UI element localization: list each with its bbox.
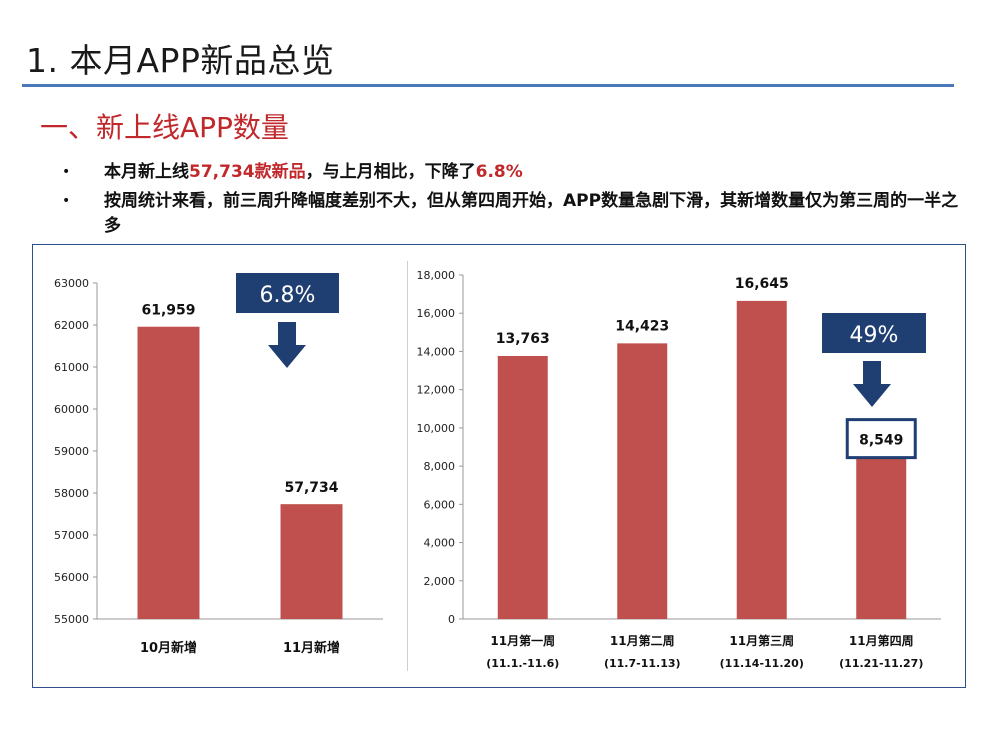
- y-tick-label: 61000: [54, 361, 89, 374]
- bar-weekly: [856, 455, 907, 619]
- bullet-marker: •: [62, 193, 71, 209]
- x-category-label: 11月第二周: [610, 633, 675, 648]
- charts-canvas: 55000 56000 57000 58000 59000 60000 61000 62000…: [54, 269, 941, 670]
- bullet-text: 按周统计来看，前三周升降幅度差别不大，但从第四周开始，APP数量急剧下滑，其新增…: [104, 191, 959, 236]
- data-label: 61,959: [141, 303, 195, 319]
- chart-frame: 55000 56000 57000 58000 59000 60000 61000 62000…: [32, 244, 966, 688]
- y-tick-label: 6,000: [424, 498, 456, 511]
- bullet-item-weekly: • 按周统计来看，前三周升降幅度差别不大，但从第四周开始，APP数量急剧下滑，其…: [62, 189, 962, 239]
- y-tick-label: 18,000: [417, 269, 456, 282]
- x-subcategory-label: (11.14-11.20): [720, 657, 804, 670]
- highlight-label-box: [845, 418, 917, 460]
- y-tick-label: 12,000: [417, 384, 456, 397]
- bar-weekly: [736, 300, 787, 619]
- data-label: 16,645: [735, 276, 789, 292]
- highlight-decline: 6.8%: [475, 162, 523, 182]
- x-category-label: 11月第四周: [849, 633, 914, 648]
- x-category-label: 11月第三周: [729, 633, 794, 648]
- data-label: 14,423: [615, 318, 669, 334]
- x-subcategory-label: (11.7-11.13): [604, 657, 681, 670]
- y-tick-label: 59000: [54, 445, 89, 458]
- bar-monthly: [137, 326, 200, 619]
- x-category-label: 11月第一周: [490, 633, 555, 648]
- y-tick-label: 58000: [54, 487, 89, 500]
- y-tick-label: 62000: [54, 319, 89, 332]
- x-category-label: 10月新增: [140, 640, 197, 656]
- section-heading: 一、新上线APP数量: [40, 111, 289, 144]
- bullet-text: ，与上月相比，下降了: [305, 162, 476, 182]
- y-tick-label: 4,000: [424, 537, 456, 550]
- y-tick-label: 14,000: [417, 345, 456, 358]
- data-label: 57,734: [284, 480, 338, 496]
- x-category-label: 11月新增: [283, 640, 340, 656]
- down-arrow-icon: [853, 361, 891, 407]
- decline-callout-box: [236, 273, 339, 313]
- y-tick-label: 2,000: [424, 575, 456, 588]
- decline-callout-text: 6.8%: [260, 283, 316, 308]
- x-subcategory-label: (11.21-11.27): [839, 657, 923, 670]
- x-subcategory-label: (11.1.-11.6): [486, 657, 559, 670]
- down-arrow-icon: [268, 322, 306, 368]
- y-tick-label: 16,000: [417, 307, 456, 320]
- y-tick-label: 55000: [54, 613, 89, 626]
- bullet-item-summary: • 本月新上线57,734款新品，与上月相比，下降了6.8%: [62, 160, 962, 185]
- decline-callout-box: [822, 313, 926, 353]
- bar-weekly: [497, 355, 548, 619]
- y-tick-label: 57000: [54, 529, 89, 542]
- data-label: 8,549: [859, 433, 903, 449]
- data-label: 13,763: [496, 331, 550, 347]
- bar-monthly: [280, 504, 343, 619]
- page-title: 1. 本月APP新品总览: [26, 41, 335, 80]
- bar-weekly: [617, 343, 668, 619]
- highlight-total: 57,734款新品: [189, 162, 306, 182]
- y-tick-label: 60000: [54, 403, 89, 416]
- bullet-list: • 本月新上线57,734款新品，与上月相比，下降了6.8% • 按周统计来看，…: [62, 160, 962, 243]
- decline-callout-text: 49%: [850, 323, 899, 348]
- bullet-text: 本月新上线: [104, 162, 189, 182]
- y-tick-label: 0: [448, 613, 455, 626]
- title-divider: [22, 84, 954, 87]
- y-tick-label: 56000: [54, 571, 89, 584]
- bullet-marker: •: [62, 164, 71, 180]
- y-tick-label: 10,000: [417, 422, 456, 435]
- y-tick-label: 63000: [54, 277, 89, 290]
- y-tick-label: 8,000: [424, 460, 456, 473]
- chart-divider: [407, 261, 408, 671]
